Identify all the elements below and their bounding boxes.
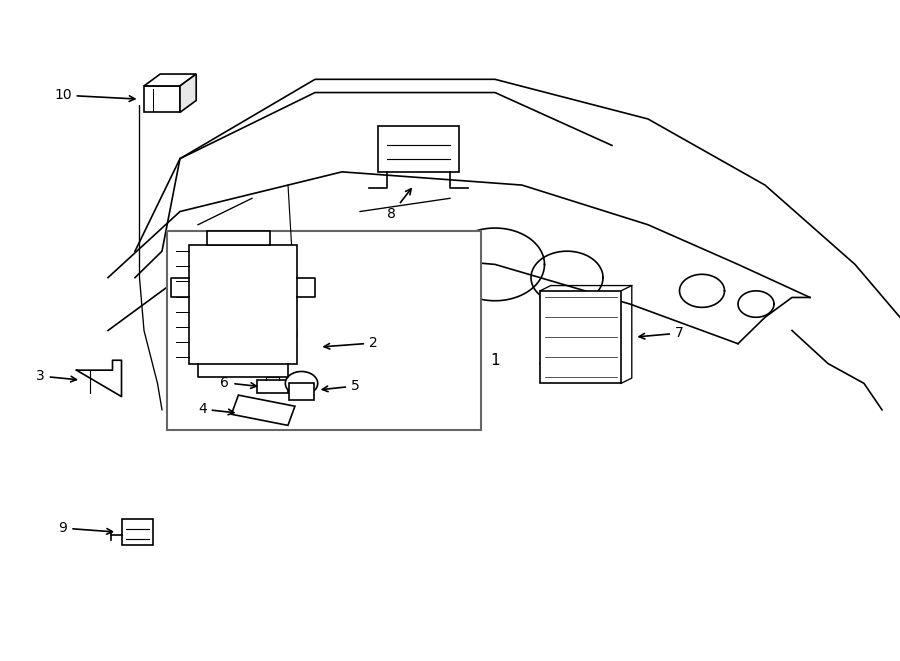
Bar — [289, 383, 314, 400]
Bar — [540, 291, 621, 383]
Text: 9: 9 — [58, 521, 112, 535]
Text: 8: 8 — [387, 189, 411, 221]
Text: 10: 10 — [54, 88, 135, 102]
Text: 7: 7 — [639, 326, 684, 340]
Polygon shape — [144, 86, 180, 112]
Text: 2: 2 — [324, 336, 378, 350]
Polygon shape — [144, 74, 196, 86]
Polygon shape — [76, 360, 122, 397]
Bar — [378, 126, 459, 172]
Text: 3: 3 — [36, 369, 76, 383]
Polygon shape — [180, 74, 196, 112]
Bar — [189, 245, 297, 364]
Text: 4: 4 — [198, 402, 234, 416]
Circle shape — [285, 371, 318, 395]
Bar — [166, 231, 482, 430]
Bar — [122, 519, 153, 545]
Text: 5: 5 — [322, 379, 360, 393]
Bar — [231, 395, 295, 426]
Text: 1: 1 — [491, 353, 500, 368]
Bar — [207, 231, 270, 245]
Text: 6: 6 — [220, 375, 256, 390]
Bar — [256, 380, 288, 393]
